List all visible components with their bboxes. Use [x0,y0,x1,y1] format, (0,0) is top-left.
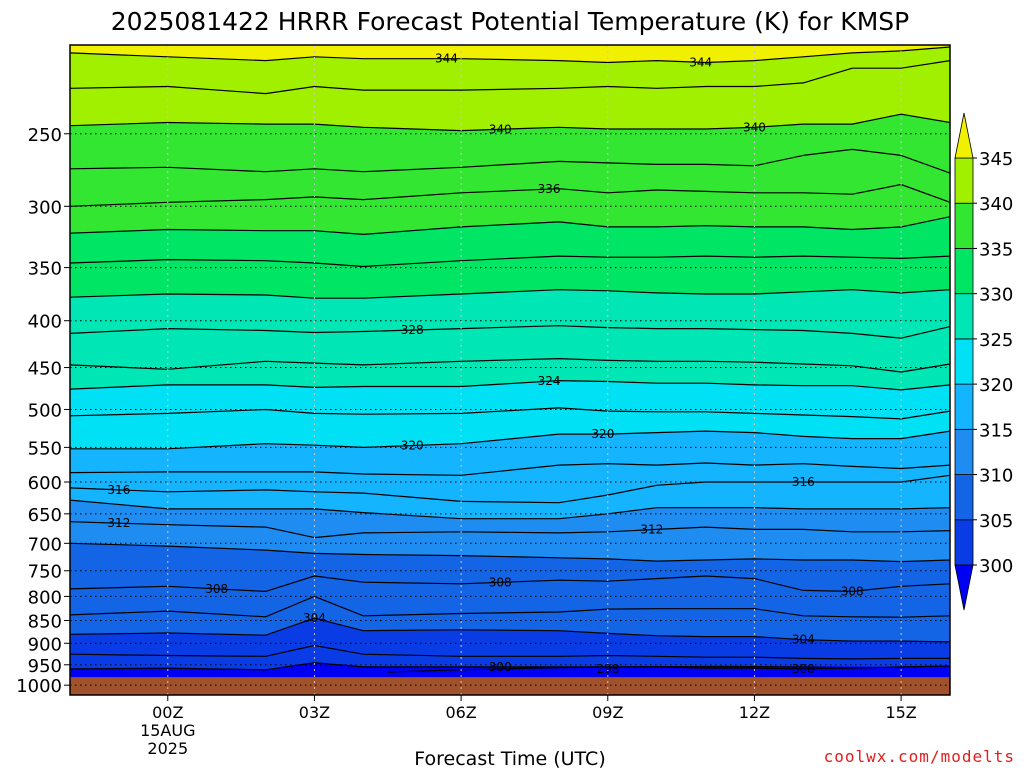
colorbar-label-325: 325 [979,330,1013,351]
y-tick-label-400: 400 [28,312,62,333]
colorbar-swatch-335-340 [954,202,974,249]
contour-label-328: 328 [401,323,424,337]
contour-label-304: 304 [303,611,326,625]
contour-label-308: 308 [489,575,512,589]
isentrope-308 [69,575,951,593]
colorbar-swatch-320-325 [954,338,974,385]
isentrope-318 [69,462,951,476]
y-tick-label-250: 250 [28,125,62,146]
y-tick-label-700: 700 [28,534,62,555]
colorbar-label-310: 310 [979,466,1013,487]
colorbar-label-340: 340 [979,194,1013,215]
contour-label-344: 344 [689,55,712,69]
contour-label-324: 324 [538,374,561,388]
contour-label-308: 308 [205,582,228,596]
isentrope-298 [387,665,853,673]
isentrope-338 [69,148,951,174]
y-tick-label-1000: 1000 [16,676,62,697]
isentrope-302 [69,644,950,660]
colorbar-label-305: 305 [979,511,1013,532]
isentrope-330 [69,289,951,299]
y-tick-label-500: 500 [28,400,62,421]
y-tick-label-950: 950 [28,656,62,677]
y-tick-label-850: 850 [28,612,62,633]
y-tick-label-750: 750 [28,562,62,583]
colorbar-label-335: 335 [979,239,1013,260]
isentrope-342 [69,60,951,95]
contour-label-300: 300 [489,660,512,674]
isentrope-332 [69,255,951,268]
dotted-grid [70,45,950,695]
contour-labels: 344 344 340 340 336 328 324 320 320 316 316 312 312 3… [107,52,863,676]
plot-area [70,45,950,695]
colorbar-swatch-325-330 [954,293,974,340]
contour-label-340: 340 [489,122,512,136]
contour-label-304: 304 [792,633,815,647]
colorbar-arrow-top [954,112,974,159]
isentrope-310 [69,542,951,563]
isentrope-326 [69,358,951,373]
y-tick-label-900: 900 [28,634,62,655]
contour-label-320: 320 [401,439,424,453]
contour-label-308: 308 [841,584,864,598]
colorbar-swatch-340-345 [954,157,974,204]
ground [70,677,950,695]
y-tick-label-600: 600 [28,473,62,494]
colorbar: 300 305 310 315 320 325 330 335 340 345 [954,112,1013,611]
isentrope-336 [69,183,951,207]
contour-label-312: 312 [107,516,130,530]
colorbar-swatch-330-335 [954,248,974,295]
contour-label-344: 344 [435,52,458,66]
contour-label-298: 298 [596,662,619,676]
contour-label-336: 336 [538,182,561,196]
x-tick-label-06Z: 06Z [445,703,476,722]
x-tick-label-00Z: 00Z [152,703,183,722]
y-tick-label-300: 300 [28,197,62,218]
colorbar-arrow-bottom [954,564,974,611]
y-tick-label-800: 800 [28,587,62,608]
chart-title: 2025081422 HRRR Forecast Potential Tempe… [111,7,909,36]
x-date-label-0: 15AUG [140,721,195,740]
y-tick-label-550: 550 [28,438,62,459]
x-tick-label-12Z: 12Z [739,703,770,722]
contour-label-316: 316 [792,475,815,489]
x-date-label-1: 2025 [147,739,188,758]
y-tick-label-350: 350 [28,259,62,280]
x-tick-label-09Z: 09Z [592,703,623,722]
colorbar-swatch-300-305 [954,519,974,566]
isentrope-320 [70,430,951,450]
colorbar-swatch-315-320 [954,383,974,430]
x-tick-label-03Z: 03Z [299,703,330,722]
x-axis-label: Forecast Time (UTC) [414,748,605,768]
colorbar-label-330: 330 [979,285,1013,306]
colorbar-swatch-305-310 [954,474,974,521]
colorbar-label-345: 345 [979,149,1013,170]
y-tick-label-450: 450 [28,359,62,380]
contour-label-312: 312 [640,523,663,537]
plot-frame [69,44,951,696]
isentrope-contours [69,46,951,673]
isentrope-344 [69,46,951,64]
colorbar-label-300: 300 [979,556,1013,577]
colorbar-swatch-310-315 [954,428,974,475]
contour-label-320: 320 [591,427,614,441]
colorbar-label-315: 315 [979,420,1013,441]
contour-label-340: 340 [743,120,766,134]
colorbar-label-320: 320 [979,375,1013,396]
x-tick-label-15Z: 15Z [885,703,916,722]
filled-bands [70,45,950,695]
contour-label-316: 316 [107,483,130,497]
contour-label-300: 300 [792,662,815,676]
watermark: coolwx.com/modelts [824,747,1015,766]
y-tick-label-650: 650 [28,505,62,526]
axes: 2503003504004505005506006507007508008509… [16,44,951,758]
